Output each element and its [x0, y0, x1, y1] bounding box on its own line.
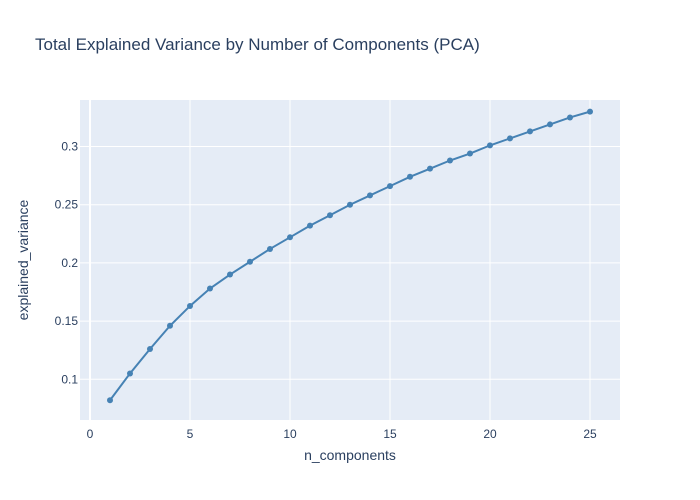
- grid-lines: [80, 100, 620, 420]
- data-point: [267, 245, 273, 252]
- y-axis-ticks: 0.1 0.15 0.2 0.25 0.3: [55, 140, 79, 387]
- x-tick-label: 5: [187, 427, 194, 441]
- data-point: [367, 192, 373, 199]
- data-point: [127, 370, 133, 377]
- data-point: [327, 212, 333, 219]
- x-axis-title: n_components: [304, 447, 396, 463]
- data-point: [187, 302, 193, 309]
- data-point: [107, 397, 113, 404]
- x-tick-label: 20: [483, 427, 497, 441]
- data-point: [307, 222, 313, 229]
- data-point: [487, 142, 493, 149]
- data-point: [407, 173, 413, 180]
- data-point: [347, 201, 353, 208]
- x-tick-label: 15: [383, 427, 397, 441]
- data-point: [147, 346, 153, 353]
- y-tick-label: 0.15: [55, 314, 79, 328]
- data-point: [167, 322, 173, 329]
- x-tick-label: 10: [283, 427, 297, 441]
- data-point: [567, 114, 573, 121]
- chart-title: Total Explained Variance by Number of Co…: [35, 35, 480, 54]
- data-point: [207, 285, 213, 292]
- y-tick-label: 0.3: [61, 140, 78, 154]
- y-tick-label: 0.25: [55, 198, 79, 212]
- data-point: [467, 150, 473, 157]
- x-axis-ticks: 0 5 10 15 20 25: [87, 427, 597, 441]
- series-layer: [107, 108, 593, 404]
- data-point: [587, 108, 593, 115]
- data-point: [227, 271, 233, 278]
- y-tick-label: 0.1: [61, 372, 78, 386]
- data-point: [287, 234, 293, 241]
- y-axis-title: explained_variance: [15, 199, 31, 320]
- data-point: [427, 165, 433, 172]
- data-point: [447, 157, 453, 164]
- data-point: [247, 258, 253, 265]
- x-tick-label: 25: [583, 427, 597, 441]
- data-point: [507, 135, 513, 142]
- plot-area: [80, 100, 620, 420]
- data-point: [547, 121, 553, 128]
- data-point: [387, 183, 393, 190]
- y-tick-label: 0.2: [61, 256, 78, 270]
- x-tick-label: 0: [87, 427, 94, 441]
- data-point: [527, 128, 533, 135]
